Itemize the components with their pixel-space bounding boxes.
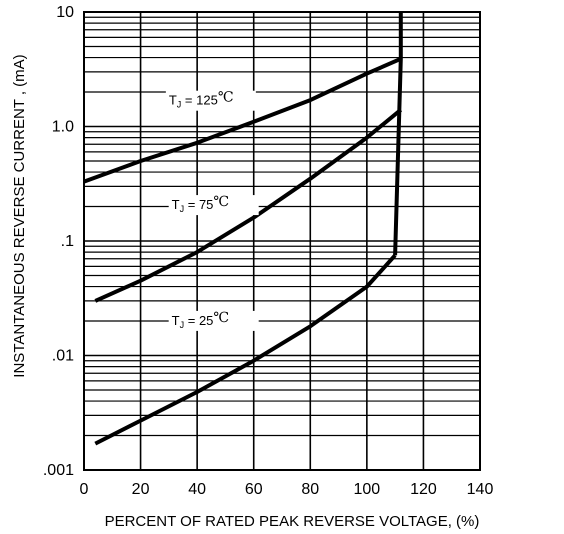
curve-label-t: T <box>169 93 177 108</box>
curve-label-subscript: J <box>180 320 185 330</box>
x-axis-title: PERCENT OF RATED PEAK REVERSE VOLTAGE, (… <box>105 513 480 530</box>
curve-label-2: TJ = 75℃ <box>168 194 259 216</box>
curve-label-subscript: J <box>177 100 182 110</box>
series-line-3 <box>94 253 397 446</box>
curve-label-1: TJ = 125℃ <box>165 90 256 111</box>
y-tick-label: 10 <box>56 4 74 21</box>
curve-label-unit: ℃ <box>218 90 234 106</box>
curve-label-text: TJ = 25℃ <box>172 310 229 330</box>
curve-label-text: TJ = 75℃ <box>172 194 229 214</box>
curve-label-value: = 75 <box>184 197 213 212</box>
x-tick-label: 140 <box>467 481 494 498</box>
grid <box>83 12 481 471</box>
y-axis-title: INSTANTANEOUS REVERSE CURRENT , (mA) <box>11 54 28 377</box>
curve-annotations: TJ = 125℃TJ = 75℃TJ = 25℃ <box>165 90 259 331</box>
x-tick-label: 100 <box>354 481 381 498</box>
tick-labels: 0 20 40 60 80 100 120 140 10 1.0 .1 .01 .001 <box>43 4 494 498</box>
series-lines <box>83 12 403 446</box>
y-tick-label: .01 <box>52 348 74 365</box>
curve-label-unit: ℃ <box>213 310 229 326</box>
series-line-1 <box>83 56 402 184</box>
y-tick-label: .1 <box>61 233 74 250</box>
x-tick-label: 20 <box>132 481 150 498</box>
curve-label-background <box>165 90 256 111</box>
curve-label-value: = 125 <box>181 93 218 108</box>
x-tick-label: 120 <box>410 481 437 498</box>
x-tick-label: 60 <box>245 481 263 498</box>
curve-label-subscript: J <box>180 204 185 214</box>
curve-label-t: T <box>172 313 180 328</box>
curve-label-background <box>168 195 259 216</box>
y-tick-label: 1.0 <box>52 119 74 136</box>
plot-frame <box>83 11 481 471</box>
series-line-2 <box>94 108 403 303</box>
y-tick-label: .001 <box>43 462 74 479</box>
curve-label-t: T <box>172 197 180 212</box>
curve-label-unit: ℃ <box>213 194 229 210</box>
series-line-4 <box>393 12 403 256</box>
x-tick-label: 40 <box>188 481 206 498</box>
curve-label-text: TJ = 125℃ <box>169 90 234 110</box>
curve-label-3: TJ = 25℃ <box>168 310 259 331</box>
curve-label-background <box>168 310 259 331</box>
curve-label-value: = 25 <box>184 313 213 328</box>
x-tick-label: 0 <box>80 481 89 498</box>
x-tick-label: 80 <box>301 481 319 498</box>
